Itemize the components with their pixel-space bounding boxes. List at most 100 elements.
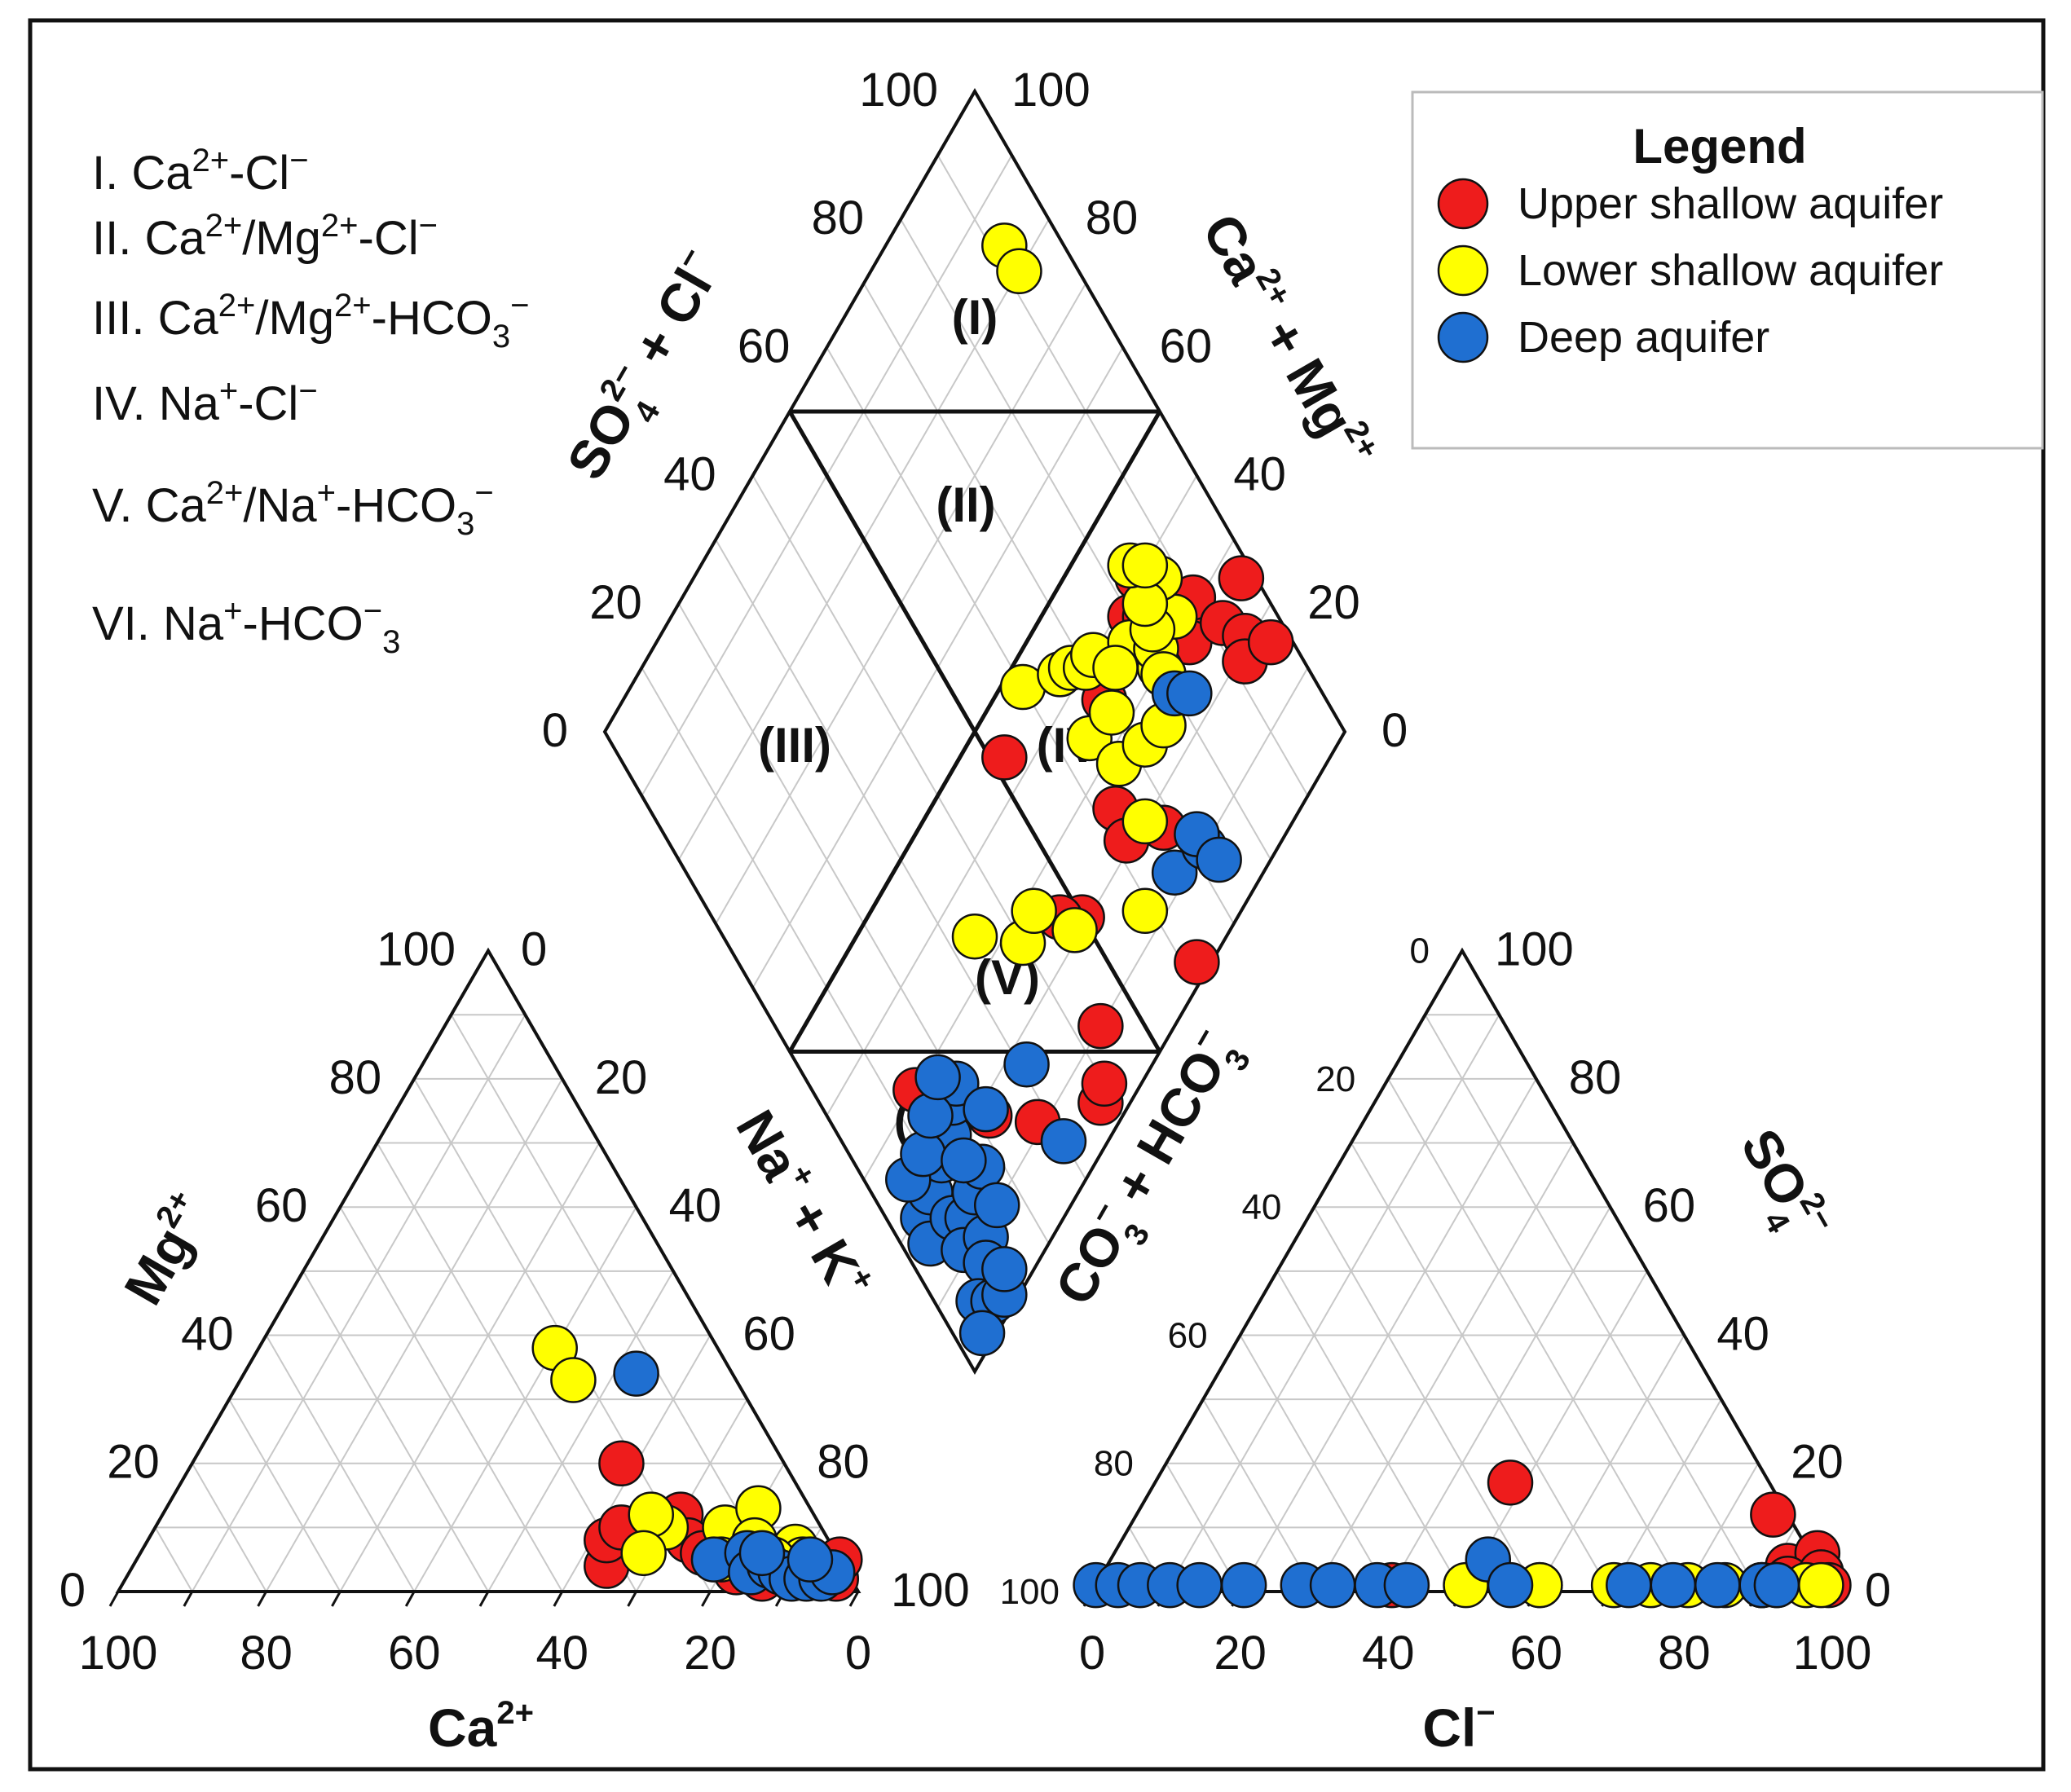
so4-tick-label: 20 [1791,1436,1844,1489]
classification-text-part: IV. Na [92,377,220,430]
anion-grid-line [1424,1014,1760,1592]
classification-text-part: + [223,593,242,629]
classification-text-part: /Na [243,479,317,532]
diamond-point [1121,798,1169,845]
anion-point [1606,1561,1652,1609]
diamond-point [996,248,1042,295]
classification-item: III. Ca2+/Mg2+-HCO3− [92,288,529,354]
legend-marker [1437,178,1489,230]
anion-grid-line [1165,1014,1500,1592]
classification-text-part: VI. Na [92,597,224,650]
cation-grid-line [339,1206,563,1592]
camg-tick-label: 0 [1381,704,1408,757]
diamond-point [958,1310,1006,1357]
mg-tick-label: 0 [59,1564,86,1617]
na-tick-label: 40 [669,1179,722,1232]
legend-marker [1437,311,1489,363]
cl-axis-title: Cl− [1422,1695,1495,1758]
cation-grid-line [487,1270,674,1592]
so4-tick-label: 60 [1643,1179,1696,1232]
cation-point [613,1350,659,1397]
cation-tick [257,1591,267,1607]
classification-item: IV. Na+-Cl− [92,373,318,430]
classification-text-part: III. Ca [92,292,218,345]
classification-text-part: 2+ [321,208,359,244]
anion-point [1694,1561,1741,1609]
so4cl-tick-label: 100 [859,64,938,117]
diamond-point [914,1054,961,1101]
classification-item: V. Ca2+/Na+-HCO3− [92,475,494,542]
diamond-point [1088,689,1135,736]
camg-tick-label: 40 [1233,448,1286,501]
na-tick-label: 20 [595,1051,648,1104]
na-tick-label: 60 [742,1307,795,1360]
classification-text-part: + [219,373,238,409]
mg-tick-label: 60 [255,1179,308,1232]
region-label: (I) [952,290,998,345]
cation-tick [183,1591,194,1607]
anion-grid-line [1239,1334,1390,1592]
cation-point [628,1491,675,1538]
so4cl-tick-label: 60 [738,319,791,372]
classification-text-part: I. Ca [92,147,192,200]
diamond-frame [602,88,1347,1375]
co3-tick-label: 100 [1000,1572,1060,1612]
anion-grid-line [1276,1270,1463,1592]
anion-point [1176,1561,1223,1609]
cl-tick-label: 0 [1079,1627,1105,1680]
mg-tick-label: 100 [377,923,456,976]
legend: Legend Upper shallow aquifer Lower shallo… [1411,90,2044,450]
legend-label: Deep aquifer [1518,313,1769,362]
diamond-point [963,1085,1009,1133]
classification-text-part: -HCO [243,597,364,650]
ca-tick-label: 80 [240,1627,293,1680]
mg-tick-label: 20 [107,1436,160,1489]
anion-point [1750,1491,1796,1538]
classification-text-part: /Mg [255,292,334,345]
cation-tick [404,1591,416,1607]
co3-tick-label: 40 [1241,1187,1281,1227]
region-label: (II) [936,478,995,532]
tick-labels: 0 0 100 0 0 0 0 0 20 20 80 20 20 20 20 20 40 40 60 40 40 40 40… [59,64,1892,1680]
anion-point [1487,1460,1534,1506]
so4-tick-label: 0 [1865,1564,1891,1617]
legend-label: Upper shallow aquifer [1518,179,1943,228]
classification-item: VI. Na+-HCO−3 [92,593,400,660]
classification-text-part: − [364,593,382,629]
cation-point [598,1440,645,1486]
cation-grid-line [265,1334,416,1592]
classification-text-part: 3 [456,506,474,542]
cation-grid-line [302,1270,489,1592]
diamond-point [1121,542,1169,589]
camg-tick-label: 20 [1307,576,1360,629]
diamond-point [1247,619,1294,666]
diamond-point [941,1137,987,1184]
so4cl-tick-label: 20 [589,576,642,629]
ca-tick-label: 100 [79,1627,158,1680]
classification-text-part: -Cl [238,377,298,430]
anion-grid-line [1313,1206,1537,1592]
classification-text-part: 2+ [192,143,230,178]
ca-tick-label: 40 [536,1627,589,1680]
cl-tick-label: 60 [1510,1627,1563,1680]
diamond-point [951,913,998,960]
classification-text-part: − [474,475,493,511]
cation-grid-line [191,1014,527,1592]
classification-text-part: -Cl [359,212,419,265]
co3-tick-label: 0 [1410,931,1430,971]
diamond-point [973,1182,1020,1229]
ca-tick-label: 0 [845,1627,871,1680]
co3-tick-label: 60 [1168,1315,1208,1355]
cation-tick [331,1591,341,1607]
anion-point [1650,1561,1697,1609]
so4cl-tick-label: 40 [663,448,716,501]
diamond-point [1121,887,1169,935]
classification-item: II. Ca2+/Mg2+-Cl− [92,208,438,265]
diamond-point [1218,555,1265,601]
classification-text-part: 2+ [334,288,372,324]
diamond-point [981,734,1028,781]
classification-text-part: II. Ca [92,212,205,265]
classification-text-part: -HCO [372,292,492,345]
cation-tick [478,1591,490,1607]
so4-tick-label: 100 [1495,923,1574,976]
